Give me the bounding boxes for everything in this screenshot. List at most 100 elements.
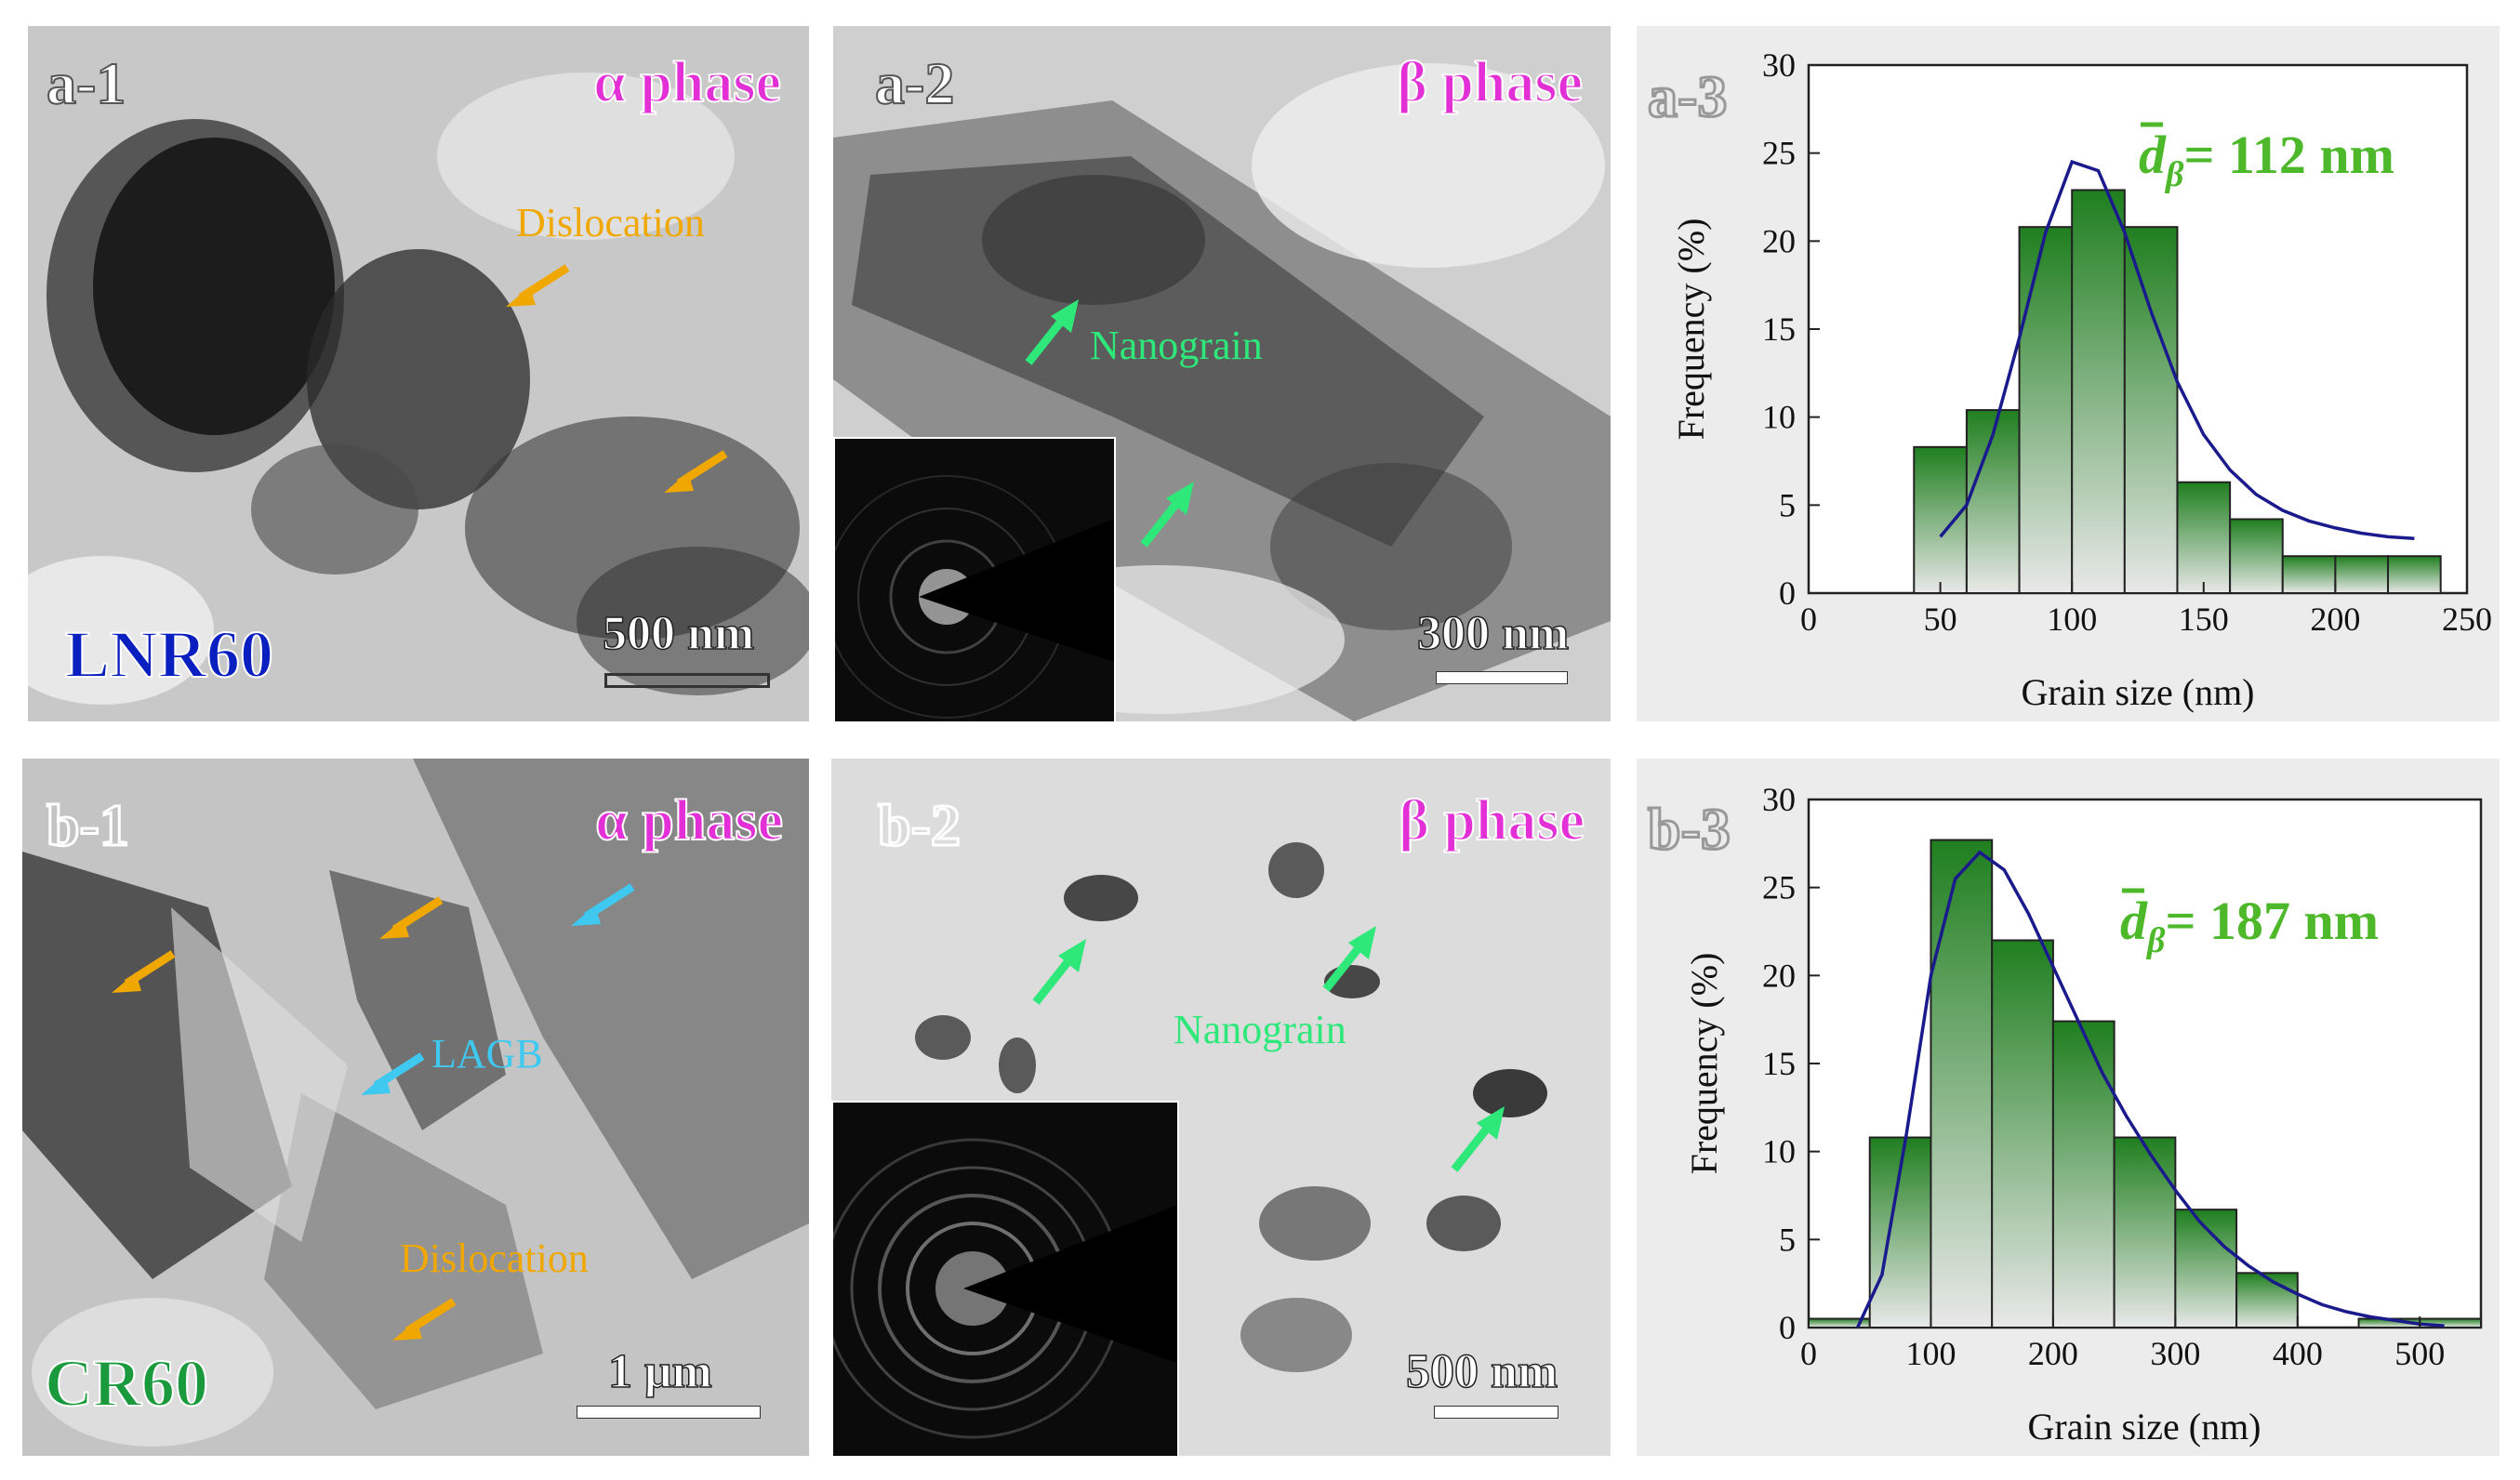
x-tick-label: 500 bbox=[2394, 1335, 2445, 1372]
scale-bar-label: 1 μm bbox=[607, 1345, 712, 1398]
x-tick-label: 100 bbox=[2047, 601, 2097, 638]
y-tick-label: 20 bbox=[1762, 957, 1796, 994]
y-tick-label: 0 bbox=[1779, 575, 1796, 612]
mean-symbol: d bbox=[2139, 125, 2167, 185]
y-axis-title: Frequency (%) bbox=[1683, 953, 1725, 1175]
fit-curve bbox=[1939, 159, 2415, 541]
mean-value: = 112 nm bbox=[2183, 125, 2394, 185]
dislocation-arrow bbox=[664, 450, 728, 493]
axes-group: 0 100 200 300 400 500 0 5 10 15 20 25 30 bbox=[1762, 781, 2445, 1372]
nanograin-arrow bbox=[1140, 482, 1194, 548]
panel-b3-histogram: 0 100 200 300 400 500 0 5 10 15 20 25 30 Grain size … bbox=[1637, 759, 2500, 1456]
histogram-bar bbox=[1965, 409, 2021, 594]
saed-pattern-inset bbox=[831, 1101, 1179, 1456]
y-tick-label: 5 bbox=[1779, 486, 1796, 523]
mean-symbol: d bbox=[2120, 891, 2148, 951]
histogram-bar bbox=[1930, 839, 1994, 1328]
x-tick-label: 0 bbox=[1800, 601, 1817, 638]
y-tick-label: 25 bbox=[1762, 135, 1796, 172]
y-tick-label: 30 bbox=[1762, 46, 1796, 84]
y-tick-label: 20 bbox=[1762, 222, 1796, 259]
histogram-bar bbox=[2018, 226, 2074, 594]
panel-label: a-2 bbox=[874, 50, 955, 116]
phase-label: α phase bbox=[594, 789, 784, 852]
histogram-bar bbox=[2123, 226, 2179, 594]
y-tick-label: 10 bbox=[1762, 1133, 1796, 1170]
panel-a1-tem-image: a-1 α phase Dislocation LNR60 500 nm bbox=[28, 26, 809, 721]
diffraction-rings bbox=[833, 475, 1114, 719]
panel-b2-tem-image: b-2 β phase Nanograin 500 nm bbox=[831, 759, 1611, 1456]
histogram-bar bbox=[2387, 555, 2442, 594]
x-tick-label: 200 bbox=[2028, 1335, 2078, 1372]
dislocation-label: Dislocation bbox=[516, 200, 705, 245]
y-tick-label: 15 bbox=[1762, 1045, 1796, 1082]
panel-b1-tem-image: b-1 α phase LAGB Dislocation CR60 1 μm bbox=[22, 759, 809, 1456]
saed-pattern-inset bbox=[833, 437, 1116, 721]
phase-label: β phase bbox=[1396, 51, 1584, 114]
scale-bar bbox=[604, 673, 770, 688]
panel-label: b-2 bbox=[877, 792, 962, 858]
panel-a3-histogram: 0 50 100 150 200 250 0 5 10 15 20 25 30 Grain size (… bbox=[1637, 26, 2500, 721]
panel-label: a-1 bbox=[46, 50, 126, 116]
fit-curve bbox=[1856, 850, 2445, 1328]
grain-size-chart-b3: 0 100 200 300 400 500 0 5 10 15 20 25 30 Grain size … bbox=[1683, 781, 2483, 1447]
y-tick-label: 5 bbox=[1779, 1221, 1796, 1258]
dislocation-arrow bbox=[112, 950, 176, 993]
x-tick-label: 100 bbox=[1905, 1335, 1956, 1372]
scale-bar-label: 500 nm bbox=[1405, 1345, 1558, 1398]
dislocation-arrow bbox=[392, 1298, 457, 1341]
nanograin-arrow bbox=[1322, 926, 1376, 992]
histogram-bar bbox=[2334, 555, 2390, 594]
lagb-label: LAGB bbox=[431, 1031, 543, 1077]
panel-label: b-1 bbox=[46, 792, 131, 858]
dislocation-arrow bbox=[379, 896, 444, 939]
scale-bar-label: 300 nm bbox=[1416, 607, 1570, 660]
nanograin-label: Nanograin bbox=[1174, 1007, 1346, 1052]
lagb-arrow bbox=[571, 883, 635, 926]
histogram-bar bbox=[2281, 555, 2337, 594]
panel-a2-tem-image: a-2 β phase Nanograin 300 nm bbox=[833, 26, 1611, 721]
mean-subscript: β bbox=[2164, 155, 2184, 194]
histogram-bar bbox=[2113, 1136, 2177, 1328]
sample-name: LNR60 bbox=[64, 617, 274, 692]
panel-label: b-3 bbox=[1647, 796, 1732, 862]
mean-value: = 187 nm bbox=[2165, 891, 2379, 951]
x-tick-label: 150 bbox=[2179, 601, 2229, 638]
x-axis-title: Grain size (nm) bbox=[2021, 671, 2254, 713]
x-axis-title: Grain size (nm) bbox=[2027, 1406, 2261, 1447]
x-tick-label: 250 bbox=[2442, 601, 2492, 638]
svg-text:dβ= 187 nm: dβ= 187 nm bbox=[2120, 891, 2379, 960]
phase-label: α phase bbox=[592, 51, 782, 114]
svg-text:dβ= 112 nm: dβ= 112 nm bbox=[2139, 125, 2394, 194]
tem-texture-a1 bbox=[28, 26, 809, 721]
y-tick-label: 25 bbox=[1762, 869, 1796, 906]
histogram-bar bbox=[1991, 939, 2054, 1328]
dislocation-label: Dislocation bbox=[400, 1236, 589, 1281]
histogram-bar bbox=[2051, 1020, 2115, 1328]
nanograin-label: Nanograin bbox=[1090, 323, 1263, 368]
sample-name: CR60 bbox=[44, 1346, 209, 1421]
histogram-bar bbox=[2235, 1272, 2299, 1328]
y-tick-label: 0 bbox=[1779, 1309, 1796, 1346]
nanograin-arrow bbox=[1025, 299, 1079, 365]
scale-bar-label: 500 nm bbox=[602, 607, 755, 660]
phase-label: β phase bbox=[1398, 789, 1585, 852]
scale-bar bbox=[577, 1406, 761, 1419]
x-tick-label: 400 bbox=[2273, 1335, 2323, 1372]
bars-group bbox=[1913, 189, 2442, 594]
grain-size-chart-a3: 0 50 100 150 200 250 0 5 10 15 20 25 30 Grain size (… bbox=[1670, 46, 2492, 713]
histogram-bar bbox=[1913, 445, 1968, 594]
histogram-bar bbox=[2229, 518, 2284, 594]
mean-size-label: dβ= 112 nm bbox=[2139, 122, 2394, 194]
tem-texture-b1 bbox=[22, 759, 809, 1456]
x-tick-label: 300 bbox=[2150, 1335, 2200, 1372]
y-tick-label: 30 bbox=[1762, 781, 1796, 818]
histogram-bar bbox=[2071, 189, 2126, 594]
lagb-arrow bbox=[361, 1052, 425, 1095]
scale-bar bbox=[1434, 1406, 1558, 1419]
axes-group: 0 50 100 150 200 250 0 5 10 15 20 25 30 bbox=[1762, 46, 2492, 638]
y-axis-title: Frequency (%) bbox=[1670, 218, 1712, 441]
nanograin-arrow bbox=[1451, 1106, 1505, 1172]
x-tick-label: 50 bbox=[1924, 601, 1957, 638]
panel-label: a-3 bbox=[1646, 63, 1728, 129]
